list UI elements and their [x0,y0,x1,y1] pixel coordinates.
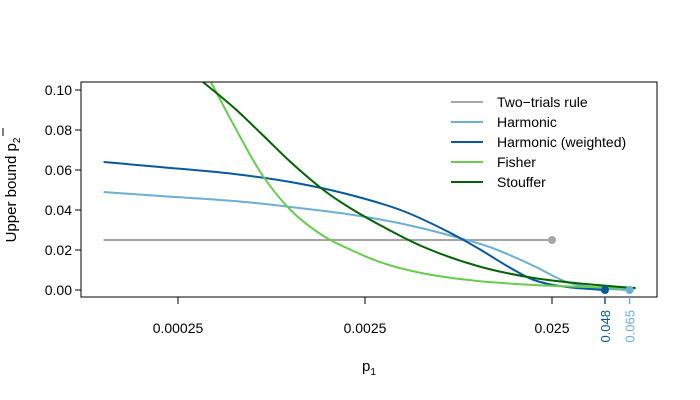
threshold-dot-0-065 [625,286,634,294]
x-axis-label: p1 [362,358,376,378]
x-tick-label: 0.025 [534,320,569,336]
legend-label-fisher: Fisher [497,154,536,170]
x-axis-label-subscript: 1 [370,367,376,378]
threshold-annotations: 0.048 0.065 [598,286,638,343]
end-marker-two-trials-rule [548,236,556,244]
end-markers [548,236,556,244]
plot-frame [80,81,658,298]
threshold-label-0-065: 0.065 [623,310,638,343]
y-tick-label: 0.06 [45,162,72,178]
legend-label-harmonic-weighted: Harmonic (weighted) [497,134,626,150]
threshold-dot-0-048 [600,286,609,294]
series-lines [103,82,636,291]
x-tick-label: 0.00025 [153,320,204,336]
series-line-fisher [209,82,636,290]
legend-label-harmonic: Harmonic [497,114,557,130]
y-tick-label: 0.02 [45,242,72,258]
x-tick-label: 0.0025 [344,320,387,336]
y-tick-label: 0.00 [45,282,72,298]
y-tick-label: 0.04 [45,202,72,218]
legend-label-stouffer: Stouffer [497,174,546,190]
x-axis: 0.00025 0.0025 0.025 [153,297,570,336]
legend: Two−trials rule Harmonic Harmonic (weighte… [451,94,626,190]
threshold-label-0-048: 0.048 [598,310,613,343]
y-axis-label: Upper bound p2 [3,137,23,242]
y-tick-label: 0.08 [45,122,72,138]
y-tick-label: 0.10 [45,82,72,98]
series-line-stouffer [201,82,636,289]
y-axis-label-subscript: 2 [12,137,23,143]
y-axis: 0.00 0.02 0.04 0.06 0.08 0.10 [45,82,81,298]
legend-label-two-trials-rule: Two−trials rule [497,94,588,110]
